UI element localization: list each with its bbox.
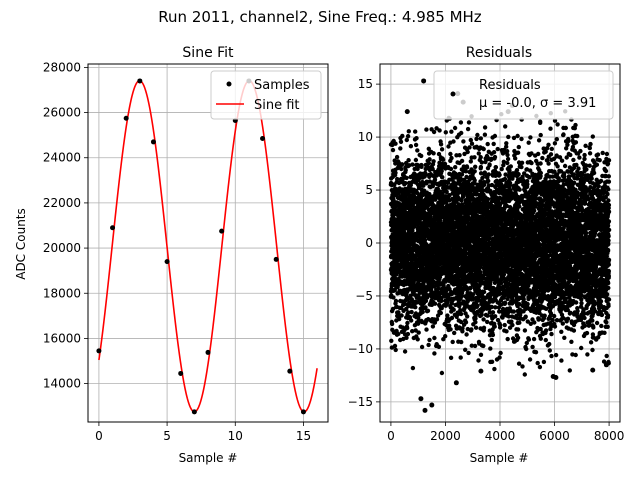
sine-fit-axes-frame: [87, 63, 329, 423]
legend-sine-fit-label: Sine fit: [254, 98, 300, 113]
residuals-title: Residuals: [466, 45, 532, 61]
residuals-ticks: 0 2000 4000 6000 8000 −15 −10 −5 0 5 10 15: [348, 77, 625, 443]
sample-point: [123, 115, 129, 121]
y-tick-label: 22000: [43, 196, 81, 210]
y-tick-label: −15: [348, 395, 373, 409]
residual-outlier-point: [478, 368, 484, 374]
y-tick-label: 15: [358, 77, 373, 91]
sample-point: [178, 370, 184, 376]
sine-fit-legend: Samples Sine fit: [210, 70, 322, 120]
sample-point: [137, 78, 143, 84]
sine-fit-line: [98, 79, 318, 413]
residuals-chart: Residuals Sample # 0 2000 4000 6000 8000 −15 −…: [348, 45, 625, 465]
sample-point: [300, 409, 306, 415]
figure-suptitle: Run 2011, channel2, Sine Freq.: 4.985 MH…: [158, 8, 482, 26]
y-tick-label: 5: [365, 183, 373, 197]
residuals-legend-box: [433, 70, 614, 120]
residual-outlier-point: [429, 402, 435, 408]
sample-point: [273, 256, 279, 262]
sine-fit-xlabel: Sample #: [179, 451, 238, 465]
residual-outlier-point: [590, 367, 596, 373]
residual-outlier-point: [553, 375, 559, 381]
residual-outlier-point: [418, 396, 424, 402]
x-tick-label: 5: [163, 429, 171, 443]
y-tick-label: −10: [348, 342, 373, 356]
sample-point: [205, 349, 211, 355]
residuals-xlabel: Sample #: [470, 451, 529, 465]
residual-outlier-point: [421, 78, 427, 84]
legend-residuals-stats: μ = -0.0, σ = 3.91: [479, 96, 596, 111]
x-tick-label: 0: [95, 429, 103, 443]
sine-fit-ticks: 0 5 10 15 14000 16000 18000 20000 22000 24000 2600…: [43, 60, 311, 443]
sine-fit-ylabel: ADC Counts: [14, 208, 28, 280]
y-tick-label: 10: [358, 130, 373, 144]
legend-samples-marker: [226, 81, 232, 87]
y-tick-label: 16000: [43, 331, 81, 345]
residual-outlier-point: [404, 109, 410, 115]
residuals-legend: Residuals μ = -0.0, σ = 3.91: [433, 70, 614, 120]
residual-outlier-point: [453, 380, 459, 386]
y-tick-label: 24000: [43, 151, 81, 165]
y-tick-label: 20000: [43, 241, 81, 255]
x-tick-label: 10: [228, 429, 243, 443]
x-tick-label: 4000: [485, 429, 516, 443]
sample-point: [150, 139, 156, 145]
residual-outlier-point: [603, 362, 609, 368]
y-tick-label: 28000: [43, 60, 81, 74]
y-tick-label: 14000: [43, 377, 81, 391]
x-tick-label: 8000: [594, 429, 625, 443]
sample-point: [260, 136, 266, 142]
sine-fit-legend-box: [210, 70, 322, 120]
sine-fit-chart: Sine Fit Sample # ADC Counts 0 5 10 15 14000…: [14, 45, 329, 465]
residual-points: [388, 109, 612, 377]
y-tick-label: 26000: [43, 106, 81, 120]
sine-fit-title: Sine Fit: [182, 45, 234, 61]
x-tick-label: 15: [296, 429, 311, 443]
legend-residuals-label: Residuals: [479, 78, 541, 93]
x-tick-label: 6000: [539, 429, 570, 443]
x-tick-label: 2000: [430, 429, 461, 443]
y-tick-label: 18000: [43, 286, 81, 300]
y-tick-label: −5: [355, 289, 373, 303]
sample-point: [219, 228, 225, 234]
sample-point: [164, 259, 170, 265]
sample-point: [191, 409, 197, 415]
residual-outlier-point: [422, 407, 428, 413]
sample-point: [96, 348, 102, 354]
sample-point: [110, 225, 116, 231]
sample-point: [287, 368, 293, 374]
residuals-axes-frame: [379, 63, 621, 423]
y-tick-label: 0: [365, 236, 373, 250]
legend-residuals-marker: [450, 91, 456, 97]
legend-samples-label: Samples: [254, 78, 310, 93]
x-tick-label: 0: [387, 429, 395, 443]
